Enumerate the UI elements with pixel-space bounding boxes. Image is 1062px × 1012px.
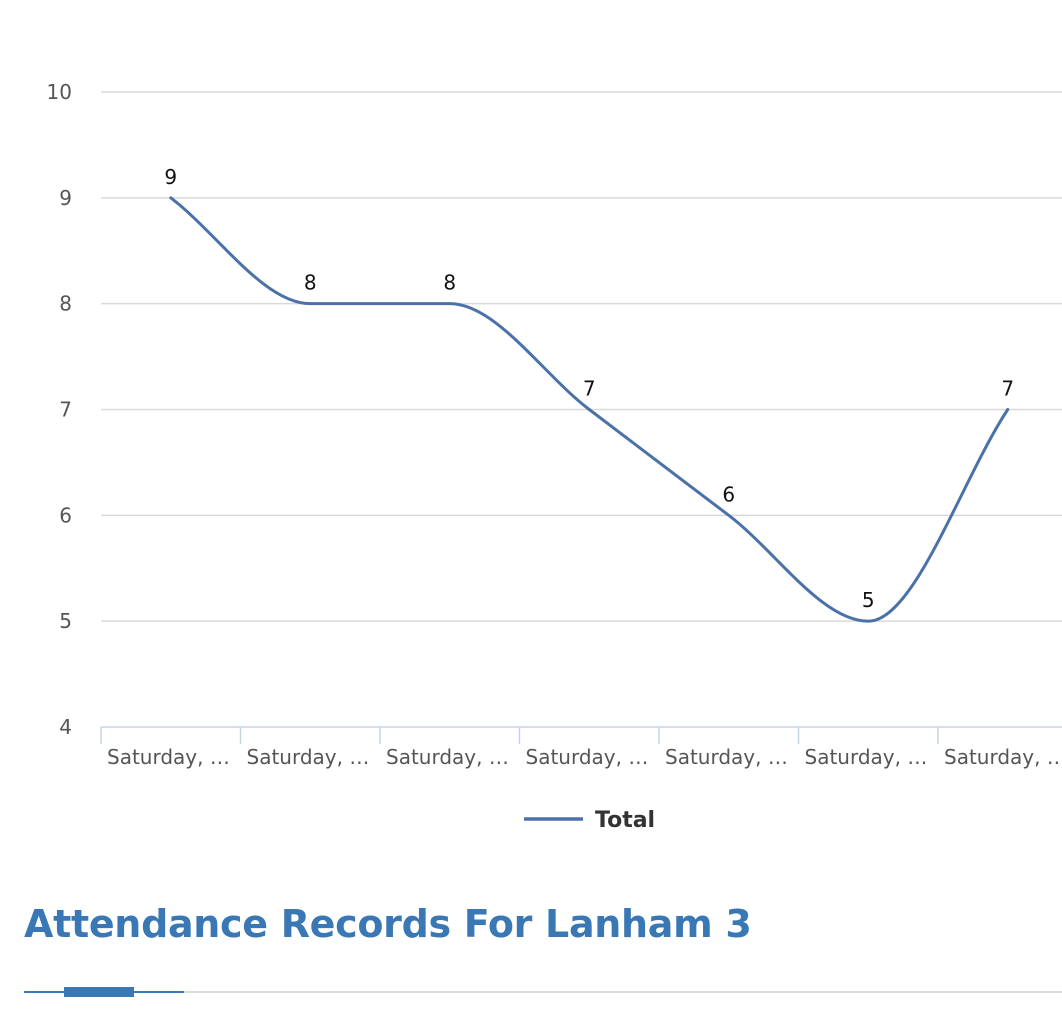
data-label: 9 (164, 165, 177, 189)
chart-svg: 10 9 8 7 6 5 4 Saturday, … Saturday, … Saturday, … (47, 80, 1062, 833)
heading-accent-bar (64, 987, 134, 997)
x-tick-label: Saturday, … (944, 745, 1062, 769)
x-tick-label: Saturday, … (805, 745, 928, 769)
data-label: 5 (862, 588, 875, 612)
x-tick-label: Saturday, … (665, 745, 788, 769)
x-tick-label: Saturday, … (526, 745, 649, 769)
y-tick-label: 5 (59, 609, 72, 633)
y-tick-label: 4 (59, 715, 72, 739)
x-tick-label: Saturday, … (247, 745, 370, 769)
y-tick-label: 8 (59, 292, 72, 316)
y-tick-label: 7 (59, 398, 72, 422)
y-tick-label: 10 (47, 80, 72, 104)
legend-label: Total (595, 808, 655, 833)
data-label: 8 (443, 271, 456, 295)
data-label: 7 (583, 377, 596, 401)
attendance-line-chart: 10 9 8 7 6 5 4 Saturday, … Saturday, … Saturday, … (47, 80, 1062, 833)
data-label: 7 (1001, 377, 1014, 401)
heading-divider (24, 991, 1062, 993)
y-tick-label: 9 (59, 186, 72, 210)
data-label: 8 (304, 271, 317, 295)
series-line-0 (169, 196, 1010, 623)
page-title: Attendance Records For Lanham 3 (24, 902, 752, 946)
x-tick-label: Saturday, … (107, 745, 230, 769)
y-tick-label: 6 (59, 503, 72, 527)
data-label: 6 (722, 482, 735, 506)
x-tick-label: Saturday, … (386, 745, 509, 769)
